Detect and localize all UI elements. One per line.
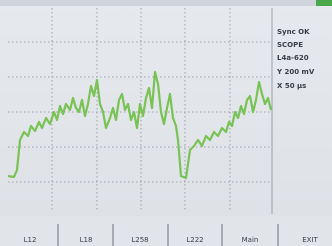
display: Sync OK SCOPE L4a-620 Y 200 mV X 50 µs L… (0, 0, 332, 246)
scope-screen: Sync OK SCOPE L4a-620 Y 200 mV X 50 µs L… (0, 0, 332, 246)
status-line: Y 200 mV (276, 68, 315, 76)
softkey[interactable]: L18 (80, 236, 93, 244)
softkey[interactable]: Main (242, 236, 259, 244)
softkey[interactable]: EXIT (302, 236, 318, 244)
softkey[interactable]: L222 (186, 236, 203, 244)
waveform (8, 72, 271, 178)
battery-indicator (316, 0, 332, 6)
top-bar (0, 0, 332, 6)
status-line: SCOPE (277, 41, 303, 49)
softkey-bar (0, 216, 332, 246)
status-panel: Sync OK SCOPE L4a-620 Y 200 mV X 50 µs (276, 28, 315, 90)
status-line: X 50 µs (277, 82, 306, 90)
softkey[interactable]: L12 (24, 236, 37, 244)
softkey[interactable]: L258 (131, 236, 148, 244)
status-line: L4a-620 (277, 54, 309, 62)
status-line: Sync OK (277, 28, 310, 36)
